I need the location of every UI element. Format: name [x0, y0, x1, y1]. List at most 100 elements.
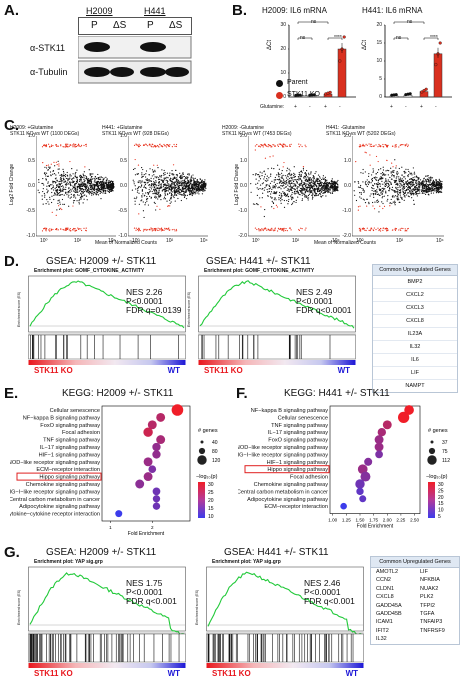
kegg-dot: [360, 471, 371, 482]
gsea-nes: NES 2.26: [126, 287, 163, 297]
panel-label-c: C.: [4, 117, 19, 134]
gsea-left-label: STK11 KO: [204, 366, 243, 375]
lane-label-box: P ΔS P ΔS: [78, 17, 192, 35]
kegg-term: Hippo signaling pathway: [267, 467, 328, 473]
kegg-term: IL−17 signaling pathway: [268, 430, 328, 436]
kegg-term: Hippo signaling pathway: [39, 475, 100, 481]
c-ytick-1-3: -0.5: [118, 208, 127, 214]
g-gene-a-5: GADD45B: [376, 610, 402, 617]
color-legend-tick: 30: [208, 482, 214, 488]
d-title-2: GSEA: H441 +/- STK11: [206, 256, 311, 267]
b-bar-3: [337, 48, 347, 98]
g-gene-table: Common Upregulated Genes AMOTL2 CCN2 CLDN1…: [370, 556, 460, 645]
g-gene-b-4: TFPI2: [420, 602, 435, 609]
c-ytick-0-3: -0.5: [26, 208, 35, 214]
b1-sig-2: ns: [300, 35, 306, 41]
lane-p-1: P: [91, 20, 98, 31]
d-gene-table-title: Common Upregulated Genes: [373, 265, 457, 276]
c-xtick-0-1: 10²: [74, 238, 82, 244]
d-gene-2: CXCL3: [373, 302, 457, 315]
kegg-dot: [143, 427, 153, 437]
gsea-plot: Enrichment plot: GOMF_CYTOKINE_ACTIVITY E…: [187, 267, 356, 376]
g-gene-a-3: CXCL8: [376, 594, 394, 601]
kegg-term: NF−kappa B signaling pathway: [251, 408, 328, 414]
b2-sig-1: ns: [407, 19, 413, 25]
kegg-dot: [404, 405, 414, 415]
g-gene-b-6: TNFAIP3: [420, 619, 443, 626]
b-bar-chart-h441: [384, 21, 452, 98]
c-ylabel-left: Log2 Fold Change: [9, 163, 15, 205]
kegg-term: Focal adhesion: [62, 430, 100, 436]
g-gene-b-7: TNFRSF9: [420, 627, 445, 634]
c-plot-title2-0: STK11 KO vs WT (1100 DEGs): [10, 131, 80, 137]
group-label-h2009: H2009: [86, 6, 113, 16]
gsea-left-label: STK11 KO: [212, 669, 251, 678]
panel-label-d: D.: [4, 253, 19, 270]
gsea-subtitle: Enrichment plot: YAP sig.grp: [34, 559, 103, 565]
gsea-right-label: WT: [345, 669, 358, 678]
gsea-p: P<0.0001: [296, 296, 333, 306]
c-plot-title1-0: H2009: +Glutamine: [10, 125, 54, 131]
b2-sig-3: ****: [430, 35, 438, 41]
kegg-dot: [115, 510, 123, 518]
kegg-dot: [356, 487, 364, 496]
gsea-ylabel: Enrichment score (ES): [187, 291, 191, 327]
kegg-dot: [156, 435, 166, 445]
d-gene-5: IL32: [373, 341, 457, 354]
c-ytick-1-4: -1.0: [118, 233, 127, 239]
gsea-nes: NES 2.46: [304, 578, 341, 588]
size-legend-tick: 37: [442, 440, 448, 446]
b-point: [394, 93, 398, 97]
highlight-box: [16, 472, 102, 481]
c-ytick-1-2: 0.0: [120, 183, 127, 189]
size-legend-tick: 80: [212, 449, 218, 455]
panel-label-e: E.: [4, 385, 19, 402]
kegg-dot: [148, 465, 157, 474]
gsea-p: P<0.0001: [304, 587, 341, 597]
kegg-dot: [152, 450, 161, 459]
kegg-term: NF−kappa B signaling pathway: [23, 415, 100, 421]
b1-ytick-30: 30: [280, 22, 286, 28]
legend-stk11ko-label: STK11 KO: [287, 91, 320, 98]
kegg-term: Chemokine signaling pathway: [26, 482, 101, 488]
c-ytick-2-1: 1.0: [240, 158, 247, 164]
kegg-term: FoxO signaling pathway: [40, 423, 100, 429]
b-point: [434, 63, 438, 67]
g-gene-b-3: PLK2: [420, 594, 434, 601]
b-bar-chart-h2009: [288, 21, 356, 98]
color-legend-tick: 10: [208, 514, 214, 520]
d-gene-1: CXCL2: [373, 289, 457, 302]
c-ma-plot-1: [128, 136, 208, 237]
kegg-term: IL−17 signaling pathway: [40, 445, 100, 451]
gsea-plot: Enrichment plot: GOMF_CYTOKINE_ACTIVITY E…: [17, 267, 186, 376]
kegg-term: TNF signaling pathway: [43, 438, 100, 444]
b-bar-3: [433, 53, 443, 98]
f-title: KEGG: H441 +/- STK11: [284, 388, 390, 399]
b2-ytick-20: 20: [376, 22, 382, 28]
gsea-left-label: STK11 KO: [34, 669, 73, 678]
c-plot-title2-1: STK11 KO vs WT (928 DEGs): [102, 131, 169, 137]
kegg-dot: [152, 442, 161, 452]
kegg-xtick: 2.00: [383, 518, 392, 523]
b-title-h441: H441: IL6 mRNA: [362, 6, 423, 15]
c-ma-plot-3: [352, 136, 444, 237]
kegg-term: Chemokine signaling pathway: [254, 482, 329, 488]
color-legend-title: −log₁₀(p): [196, 474, 218, 480]
color-legend-tick: 25: [438, 488, 444, 494]
c-ytick-3-2: 0.0: [344, 183, 351, 189]
c-xtick-0-0: 10⁰: [40, 238, 48, 244]
d-gene-7: LIF: [373, 367, 457, 380]
c-ytick-3-4: -2.0: [342, 233, 351, 239]
b-point: [328, 90, 332, 94]
d-gene-4: IL23A: [373, 328, 457, 341]
c-ytick-3-0: 2.0: [344, 133, 351, 139]
c-xlabel-left: Mean of Normalized Counts: [95, 240, 157, 246]
kegg-dot: [364, 457, 373, 466]
kegg-term: HIF−1 signaling pathway: [39, 452, 101, 458]
gsea-fdr: FDR q<0.001: [126, 596, 177, 606]
c-ytick-0-0: 1.0: [28, 133, 35, 139]
lane-ds-1: ΔS: [113, 20, 127, 31]
kegg-xlabel: Fold Enrichment: [357, 524, 394, 530]
g-gene-a-4: GADD45A: [376, 602, 402, 609]
kegg-term: Cytokine−cytokine receptor interaction: [10, 512, 100, 518]
